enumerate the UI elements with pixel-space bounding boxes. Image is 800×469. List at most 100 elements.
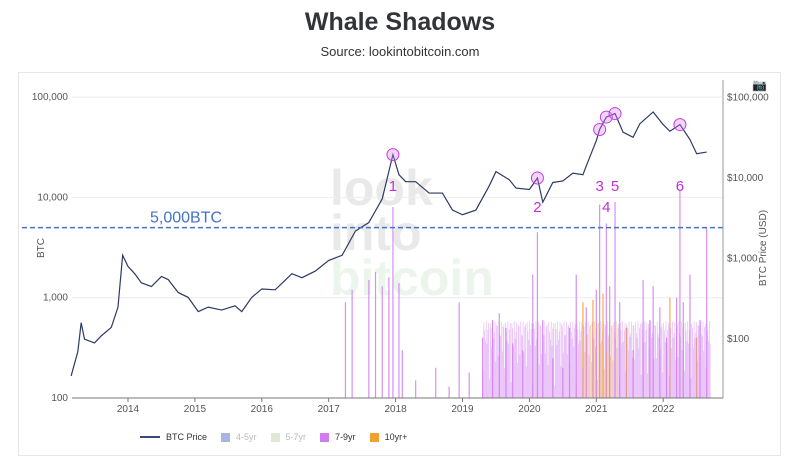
- bar-10yr+: [602, 293, 604, 398]
- bar-minor: [520, 321, 522, 398]
- bar-minor: [665, 321, 667, 398]
- bar-minor: [495, 361, 497, 398]
- bar-minor: [686, 341, 688, 398]
- bar-minor: [624, 322, 626, 398]
- chart-card: [18, 72, 781, 456]
- bar-minor: [573, 346, 575, 398]
- bar-minor: [598, 322, 599, 398]
- bar-minor: [690, 378, 692, 398]
- bar-minor: [644, 342, 646, 398]
- bar-minor: [600, 321, 602, 398]
- bar-minor: [649, 349, 651, 398]
- bar-minor: [599, 343, 601, 398]
- bar-minor: [565, 334, 567, 398]
- bar-minor: [664, 330, 665, 398]
- btc-price-line: [70, 111, 707, 377]
- bar-minor: [533, 323, 534, 398]
- bar-7-9yr: [381, 286, 383, 398]
- bar-minor: [582, 324, 584, 398]
- bar-minor: [562, 352, 564, 398]
- bar-7-9yr: [682, 302, 684, 398]
- bar-minor: [709, 344, 711, 398]
- bar-10yr+: [696, 337, 698, 398]
- bar-7-9yr: [542, 319, 544, 398]
- bar-minor: [688, 329, 690, 398]
- bar-minor: [513, 321, 515, 398]
- bar-minor: [543, 335, 545, 398]
- legend-item[interactable]: BTC Price: [140, 432, 207, 442]
- bar-minor: [590, 324, 591, 398]
- threshold-label: 5,000BTC: [150, 210, 222, 227]
- bar-minor: [628, 321, 630, 398]
- legend-item[interactable]: 5-7yr: [270, 432, 306, 442]
- bar-minor: [574, 323, 576, 398]
- bar-minor: [486, 343, 488, 398]
- bar-minor: [527, 331, 529, 398]
- bar-minor: [530, 328, 532, 398]
- bar-7-9yr: [632, 350, 634, 398]
- bar-minor: [499, 334, 501, 398]
- bar-minor: [592, 332, 594, 398]
- bar-minor: [658, 337, 660, 398]
- bar-7-9yr: [522, 350, 524, 398]
- bar-minor: [501, 351, 503, 398]
- bar-minor: [493, 338, 494, 398]
- bar-minor: [552, 328, 554, 398]
- bar-minor: [652, 321, 654, 398]
- bar-minor: [539, 324, 541, 398]
- bar-minor: [582, 367, 583, 398]
- x-tick-label: 2014: [117, 404, 140, 415]
- bar-minor: [484, 330, 485, 398]
- bar-minor: [694, 338, 696, 398]
- bar-minor: [623, 330, 625, 398]
- bar-minor: [537, 331, 538, 398]
- bar-minor: [595, 328, 597, 398]
- highlight-circle: [386, 148, 400, 162]
- bar-minor: [514, 338, 516, 398]
- bar-minor: [693, 321, 695, 398]
- bar-minor: [487, 329, 489, 398]
- legend-item[interactable]: 10yr+: [369, 432, 407, 442]
- bar-minor: [607, 321, 608, 398]
- bar-minor: [524, 326, 526, 398]
- right-axis-label: BTC Price (USD): [758, 210, 769, 286]
- bar-minor: [704, 326, 705, 398]
- bar-minor: [488, 322, 489, 398]
- bar-7-9yr: [585, 307, 587, 398]
- bar-minor: [615, 321, 617, 398]
- bar-minor: [511, 323, 513, 398]
- camera-icon[interactable]: 📷: [752, 78, 767, 92]
- bar-minor: [650, 321, 652, 398]
- bar-7-9yr: [642, 280, 644, 398]
- bar-minor: [677, 357, 679, 398]
- bar-minor: [659, 321, 660, 398]
- bar-minor: [505, 322, 506, 398]
- bar-minor: [675, 359, 677, 398]
- legend-item[interactable]: 7-9yr: [320, 432, 356, 442]
- bar-minor: [657, 333, 659, 398]
- bar-minor: [529, 321, 530, 398]
- bar-minor: [494, 322, 496, 398]
- color-swatch: [320, 432, 330, 442]
- right-tick-label: $100,000: [727, 92, 769, 103]
- bar-minor: [585, 321, 587, 398]
- bar-minor: [619, 322, 621, 398]
- bar-minor: [500, 336, 502, 398]
- bar-minor: [563, 321, 565, 398]
- bar-minor: [616, 347, 618, 398]
- bar-minor: [562, 326, 563, 398]
- bar-minor: [632, 325, 634, 398]
- bar-minor: [556, 345, 558, 398]
- bar-minor: [654, 325, 656, 398]
- bar-minor: [569, 363, 571, 398]
- bar-7-9yr: [374, 272, 377, 398]
- bar-minor: [666, 342, 668, 398]
- color-swatch: [270, 432, 280, 442]
- bar-minor: [560, 366, 562, 398]
- bar-minor: [633, 325, 635, 398]
- bar-minor: [558, 339, 559, 398]
- legend-item[interactable]: 4-5yr: [221, 432, 257, 442]
- bar-minor: [492, 321, 494, 398]
- bar-minor: [602, 322, 604, 398]
- bar-minor: [603, 369, 605, 398]
